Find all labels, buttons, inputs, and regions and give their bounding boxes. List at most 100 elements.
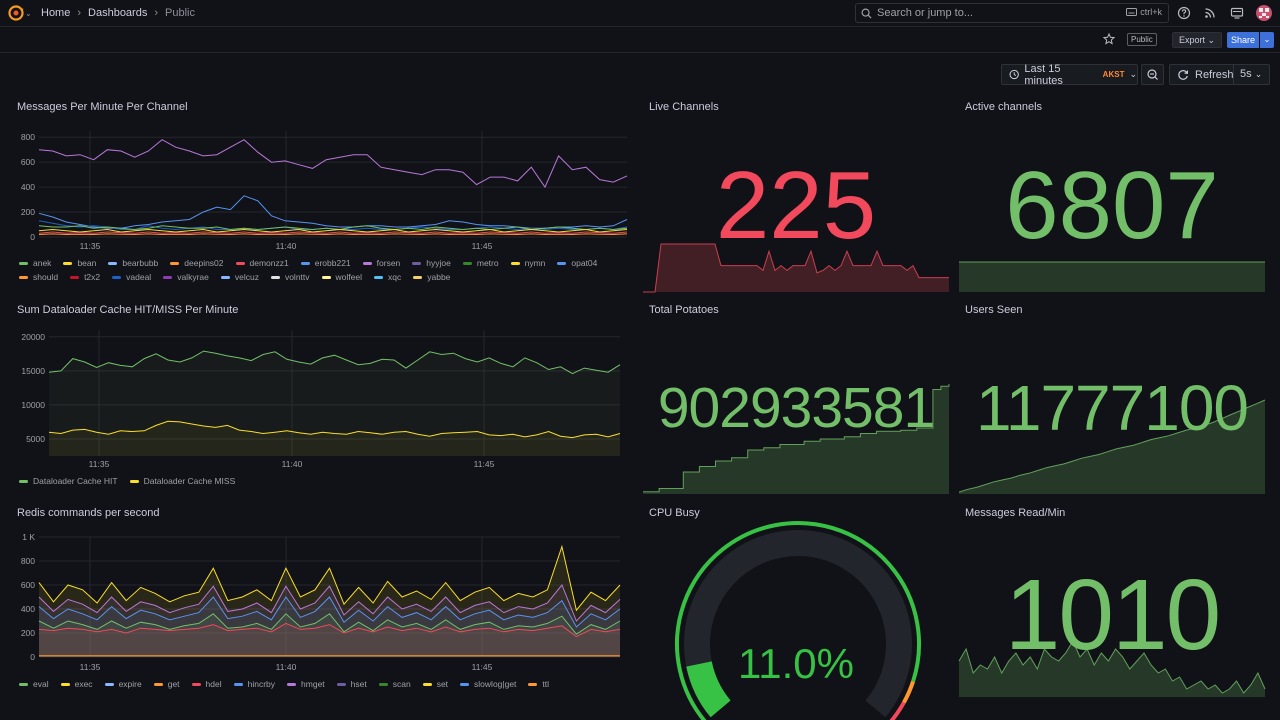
- legend-item[interactable]: t2x2: [70, 272, 100, 282]
- star-favorite-icon[interactable]: [1103, 33, 1115, 45]
- legend-item[interactable]: hdel: [191, 679, 222, 689]
- legend-item[interactable]: deepins02: [170, 258, 224, 268]
- panel-title[interactable]: CPU Busy: [649, 507, 700, 519]
- legend-item[interactable]: hset: [336, 679, 367, 689]
- panel-title[interactable]: Redis commands per second: [17, 507, 160, 519]
- panel-title[interactable]: Users Seen: [965, 304, 1023, 316]
- legend-item[interactable]: valkyrae: [163, 272, 209, 282]
- legend-item[interactable]: hincrby: [233, 679, 275, 689]
- panel-title[interactable]: Active channels: [965, 101, 1043, 113]
- breadcrumb-dashboards[interactable]: Dashboards: [88, 7, 148, 19]
- legend-item[interactable]: should: [19, 272, 58, 282]
- series-line-forsen[interactable]: [38, 139, 628, 189]
- grafana-logo-icon[interactable]: [8, 5, 24, 21]
- legend-swatch: [163, 275, 173, 279]
- legend-item[interactable]: Dataloader Cache MISS: [129, 476, 235, 486]
- stat-value: 6807: [1005, 152, 1219, 259]
- series-line-should[interactable]: [38, 233, 628, 236]
- y-tick-label: 5000: [26, 434, 45, 444]
- series-line-anek[interactable]: [38, 225, 628, 231]
- legend-item[interactable]: exec: [60, 679, 93, 689]
- legend-item[interactable]: set: [422, 679, 448, 689]
- refresh-button[interactable]: Refresh 5s ⌄: [1169, 64, 1270, 85]
- sparkline-area: [643, 384, 949, 494]
- legend-item[interactable]: Dataloader Cache HIT: [19, 476, 118, 486]
- legend-item[interactable]: ttl: [528, 679, 549, 689]
- redis-area-chart: 1 K 800 600 400 200 0 11:35 11:40 11:45: [21, 532, 621, 672]
- legend-item[interactable]: demonzz1: [235, 258, 289, 268]
- series-line-hset[interactable]: [38, 584, 621, 622]
- panel-title[interactable]: Live Channels: [649, 101, 719, 113]
- legend-item[interactable]: yabbe: [413, 272, 450, 282]
- legend-swatch: [60, 682, 70, 686]
- y-tick-label: 15000: [21, 366, 45, 376]
- legend-item[interactable]: erobb221: [300, 258, 351, 268]
- legend-item[interactable]: bean: [63, 258, 96, 268]
- refresh-interval-picker[interactable]: 5s ⌄: [1240, 68, 1262, 80]
- share-options-chevron-icon[interactable]: ⌄: [1260, 32, 1274, 48]
- help-icon[interactable]: [1177, 6, 1191, 20]
- chevron-down-icon[interactable]: ⌄: [25, 9, 32, 18]
- sparkline-line: [958, 639, 1266, 694]
- rss-news-icon[interactable]: [1203, 6, 1217, 20]
- kiosk-monitor-icon[interactable]: [1230, 6, 1244, 20]
- legend-item[interactable]: eval: [19, 679, 49, 689]
- legend-label: eval: [33, 679, 49, 689]
- legend-label: erobb221: [314, 258, 351, 268]
- time-range-picker[interactable]: Last 15 minutes AKST ⌄: [1001, 63, 1138, 87]
- series-area-hincrby: [39, 597, 620, 657]
- series-line-bean[interactable]: [38, 228, 628, 233]
- legend-item[interactable]: vadeal: [112, 272, 151, 282]
- legend-item[interactable]: opat04: [557, 258, 597, 268]
- chevron-down-icon: ⌄: [1254, 69, 1263, 79]
- zoom-out-button[interactable]: [1141, 64, 1164, 85]
- legend-label: forsen: [376, 258, 401, 268]
- legend-swatch: [19, 682, 28, 686]
- legend-label: hmget: [301, 679, 325, 689]
- stat-value: 902933581: [657, 376, 935, 440]
- timezone-label: AKST: [1102, 70, 1125, 79]
- breadcrumb-home[interactable]: Home: [41, 7, 71, 19]
- legend-item[interactable]: forsen: [362, 258, 401, 268]
- x-tick-label: 11:45: [472, 241, 493, 251]
- user-avatar[interactable]: [1256, 5, 1272, 21]
- dashboard-toolbar: [0, 27, 1280, 53]
- legend-item[interactable]: metro: [462, 258, 499, 268]
- panel-title[interactable]: Messages Read/Min: [965, 507, 1066, 519]
- series-line-dataloader-cache-miss[interactable]: [48, 420, 621, 439]
- legend-item[interactable]: wolfeel: [321, 272, 362, 282]
- panel-title[interactable]: Messages Per Minute Per Channel: [17, 101, 188, 113]
- panel-title[interactable]: Total Potatoes: [649, 304, 719, 316]
- panel-active-channels: Active channels 6807: [959, 101, 1265, 293]
- series-line-hincrby[interactable]: [38, 596, 621, 628]
- legend-item[interactable]: velcuz: [220, 272, 259, 282]
- refresh-icon: [1178, 69, 1189, 80]
- legend-item[interactable]: hyyjoe: [412, 258, 451, 268]
- x-tick-label: 11:40: [276, 241, 297, 251]
- clock-icon: [1009, 69, 1019, 80]
- series-line-dataloader-cache-hit[interactable]: [48, 350, 621, 375]
- legend-item[interactable]: anek: [19, 258, 51, 268]
- series-line-hdel[interactable]: [38, 622, 621, 638]
- y-tick-label: 600: [21, 580, 35, 590]
- legend-item[interactable]: get: [153, 679, 180, 689]
- legend-item[interactable]: scan: [378, 679, 411, 689]
- series-line-eval[interactable]: [38, 613, 621, 635]
- legend-item[interactable]: expire: [104, 679, 142, 689]
- legend-label: hdel: [205, 679, 222, 689]
- panel-title[interactable]: Sum Dataloader Cache HIT/MISS Per Minute: [17, 304, 239, 316]
- share-button[interactable]: Share: [1227, 32, 1259, 48]
- legend-item[interactable]: hmget: [287, 679, 325, 689]
- legend-item[interactable]: xqc: [374, 272, 401, 282]
- top-navbar: ⌄ Home › Dashboards › Public Search or j…: [0, 0, 1280, 27]
- legend-swatch: [235, 261, 245, 265]
- series-line-demonzz1[interactable]: [38, 231, 628, 234]
- export-button[interactable]: Export ⌄: [1172, 32, 1223, 48]
- legend-item[interactable]: bearbubb: [108, 258, 158, 268]
- search-input[interactable]: Search or jump to... ctrl+k: [855, 3, 1169, 23]
- legend-label: scan: [392, 679, 411, 689]
- series-line-exec[interactable]: [38, 544, 621, 612]
- legend-item[interactable]: nymn: [510, 258, 545, 268]
- legend-item[interactable]: volnttv: [270, 272, 310, 282]
- legend-item[interactable]: slowlog|get: [460, 679, 516, 689]
